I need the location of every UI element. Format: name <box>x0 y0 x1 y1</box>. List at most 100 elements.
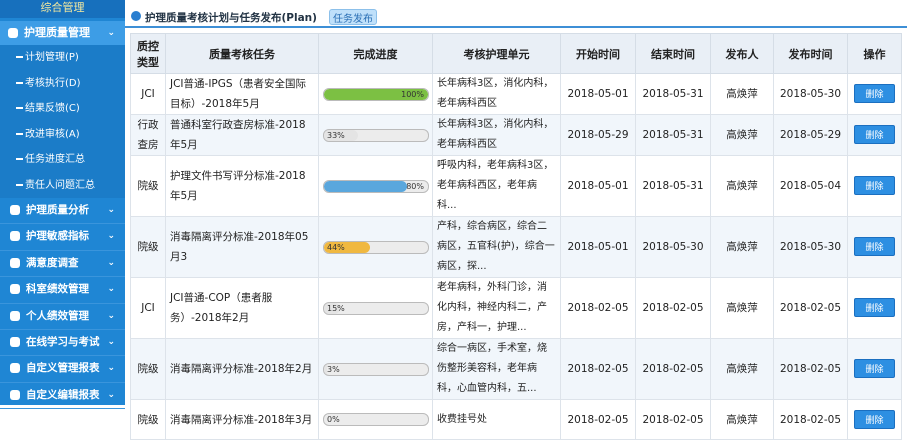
submenu-item[interactable]: 改进审核(A) <box>0 121 125 147</box>
publisher-cell: 高焕萍 <box>710 216 774 278</box>
progress-label: 44% <box>327 242 345 252</box>
column-header: 发布时间 <box>773 33 848 74</box>
column-header: 发布人 <box>710 33 774 74</box>
menu-label: 自定义管理报表 <box>26 362 100 375</box>
menu-item[interactable]: 自定义管理报表 ⌄ <box>0 356 125 383</box>
menu-icon <box>10 389 20 400</box>
qc-type: JCI <box>130 73 166 115</box>
action-cell: 删除 <box>847 114 902 156</box>
end-cell: 2018-05-31 <box>635 155 711 217</box>
qc-type: 院级 <box>130 338 166 400</box>
table-row: 院级 消毒隔离评分标准-2018年05月3 44% 产科，综合病区，综合二病区，五官科… <box>130 216 902 278</box>
start-cell: 2018-05-29 <box>560 114 636 156</box>
progress-cell: 3% <box>318 338 433 400</box>
qc-type: 院级 <box>130 155 166 217</box>
column-header: 完成进度 <box>318 33 433 74</box>
publisher-cell: 高焕萍 <box>710 399 774 440</box>
menu-item[interactable]: 个人绩效管理 ⌄ <box>0 304 125 330</box>
task-name: 消毒隔离评分标准-2018年3月 <box>165 399 319 440</box>
progress-cell: 0% <box>318 399 433 440</box>
active-menu[interactable]: 护理质量管理 ⌄ <box>0 21 125 45</box>
submenu-item[interactable]: 责任人问题汇总 <box>0 172 125 198</box>
progress-bar: 100% <box>323 87 429 101</box>
published-cell: 2018-02-05 <box>773 338 848 400</box>
delete-button[interactable]: 删除 <box>854 176 895 195</box>
progress-bar: 80% <box>323 179 429 193</box>
column-header: 考核护理单元 <box>432 33 561 74</box>
nursing-units: 收费挂号处 <box>432 399 561 440</box>
menu-label: 在线学习与考试 <box>26 335 100 348</box>
progress-cell: 80% <box>318 155 433 217</box>
nursing-units: 产科，综合病区，综合二病区，五官科(护)，综合一病区，探... <box>432 216 561 278</box>
menu-item[interactable]: 护理敏感指标 ⌄ <box>0 224 125 251</box>
chevron: ⌄ <box>107 257 115 268</box>
publisher-cell: 高焕萍 <box>710 155 774 217</box>
submenu-item[interactable]: 考核执行(D) <box>0 70 125 96</box>
progress-label: 80% <box>406 181 424 191</box>
publish-button[interactable]: 任务发布 <box>329 9 377 25</box>
menu-item[interactable]: 护理质量分析 ⌄ <box>0 198 125 225</box>
delete-button[interactable]: 删除 <box>854 359 895 378</box>
sidebar-top[interactable]: 综合管理 <box>0 0 125 18</box>
chevron: ⌄ <box>107 284 115 295</box>
published-cell: 2018-05-30 <box>773 216 848 278</box>
nursing-units: 老年病科，外科门诊，消化内科，神经内科二，产房，产科一，护理... <box>432 277 561 339</box>
action-cell: 删除 <box>847 277 902 339</box>
progress-cell: 44% <box>318 216 433 278</box>
menu-item[interactable]: 自定义编辑报表 ⌄ <box>0 383 125 410</box>
task-name: 普通科室行政查房标准-2018年5月 <box>165 114 319 156</box>
publisher-cell: 高焕萍 <box>710 73 774 115</box>
publisher-cell: 高焕萍 <box>710 277 774 339</box>
table-row: 院级 消毒隔离评分标准-2018年2月 3% 综合一病区，手术室，烧伤整形美容科，老年… <box>130 338 902 400</box>
start-cell: 2018-02-05 <box>560 338 636 400</box>
table-row: 院级 护理文件书写评分标准-2018年5月 80% 呼吸内科，老年病科3区，老年病科西… <box>130 155 902 217</box>
qc-type: JCI <box>130 277 166 339</box>
column-header: 开始时间 <box>560 33 636 74</box>
menu-item[interactable]: 满意度调查 ⌄ <box>0 251 125 278</box>
task-name: 护理文件书写评分标准-2018年5月 <box>165 155 319 217</box>
menu-icon <box>10 310 20 321</box>
delete-button[interactable]: 删除 <box>854 237 895 256</box>
nursing-units: 长年病科3区，消化内科，老年病科西区 <box>432 114 561 156</box>
menu-label: 科室绩效管理 <box>26 283 89 296</box>
qc-type: 行政查房 <box>130 114 166 156</box>
menu-item[interactable]: 科室绩效管理 ⌄ <box>0 277 125 304</box>
start-cell: 2018-05-01 <box>560 73 636 115</box>
publisher-cell: 高焕萍 <box>710 114 774 156</box>
progress-label: 100% <box>401 89 424 99</box>
published-cell: 2018-05-04 <box>773 155 848 217</box>
action-cell: 删除 <box>847 338 902 400</box>
submenu-item[interactable]: 任务进度汇总 <box>0 147 125 173</box>
menu-label: 满意度调查 <box>26 256 79 269</box>
published-cell: 2018-05-30 <box>773 73 848 115</box>
submenu-item[interactable]: 计划管理(P) <box>0 45 125 71</box>
start-cell: 2018-05-01 <box>560 216 636 278</box>
progress-fill <box>324 363 328 375</box>
table-row: JCI JCI普通-IPGS（患者安全国际目标）-2018年5月 100% 长年病科3… <box>130 73 902 115</box>
delete-button[interactable]: 删除 <box>854 125 895 144</box>
progress-label: 0% <box>327 415 340 424</box>
action-cell: 删除 <box>847 399 902 440</box>
table-row: JCI JCI普通-COP（患者服务）-2018年2月 15% 老年病科，外科门诊，消… <box>130 277 902 339</box>
delete-button[interactable]: 删除 <box>854 298 895 317</box>
submenu-item[interactable]: 结果反馈(C) <box>0 96 125 122</box>
progress-cell: 15% <box>318 277 433 339</box>
column-header: 结束时间 <box>635 33 711 74</box>
progress-fill <box>324 129 359 141</box>
progress-label: 15% <box>327 303 345 313</box>
published-cell: 2018-05-29 <box>773 114 848 156</box>
toolbar: 护理质量考核计划与任务发布(Plan) 任务发布 <box>125 8 907 28</box>
nursing-units: 呼吸内科，老年病科3区，老年病科西区，老年病科... <box>432 155 561 217</box>
progress-bar: 44% <box>323 240 429 254</box>
publisher-cell: 高焕萍 <box>710 338 774 400</box>
task-name: JCI普通-COP（患者服务）-2018年2月 <box>165 277 319 339</box>
progress-bar: 0% <box>323 413 429 426</box>
end-cell: 2018-02-05 <box>635 277 711 339</box>
delete-button[interactable]: 删除 <box>854 409 895 429</box>
menu-label: 个人绩效管理 <box>26 309 89 322</box>
action-cell: 删除 <box>847 155 902 217</box>
column-header: 操作 <box>847 33 902 74</box>
menu-item[interactable]: 在线学习与考试 ⌄ <box>0 330 125 357</box>
delete-button[interactable]: 删除 <box>854 84 895 103</box>
progress-cell: 100% <box>318 73 433 115</box>
